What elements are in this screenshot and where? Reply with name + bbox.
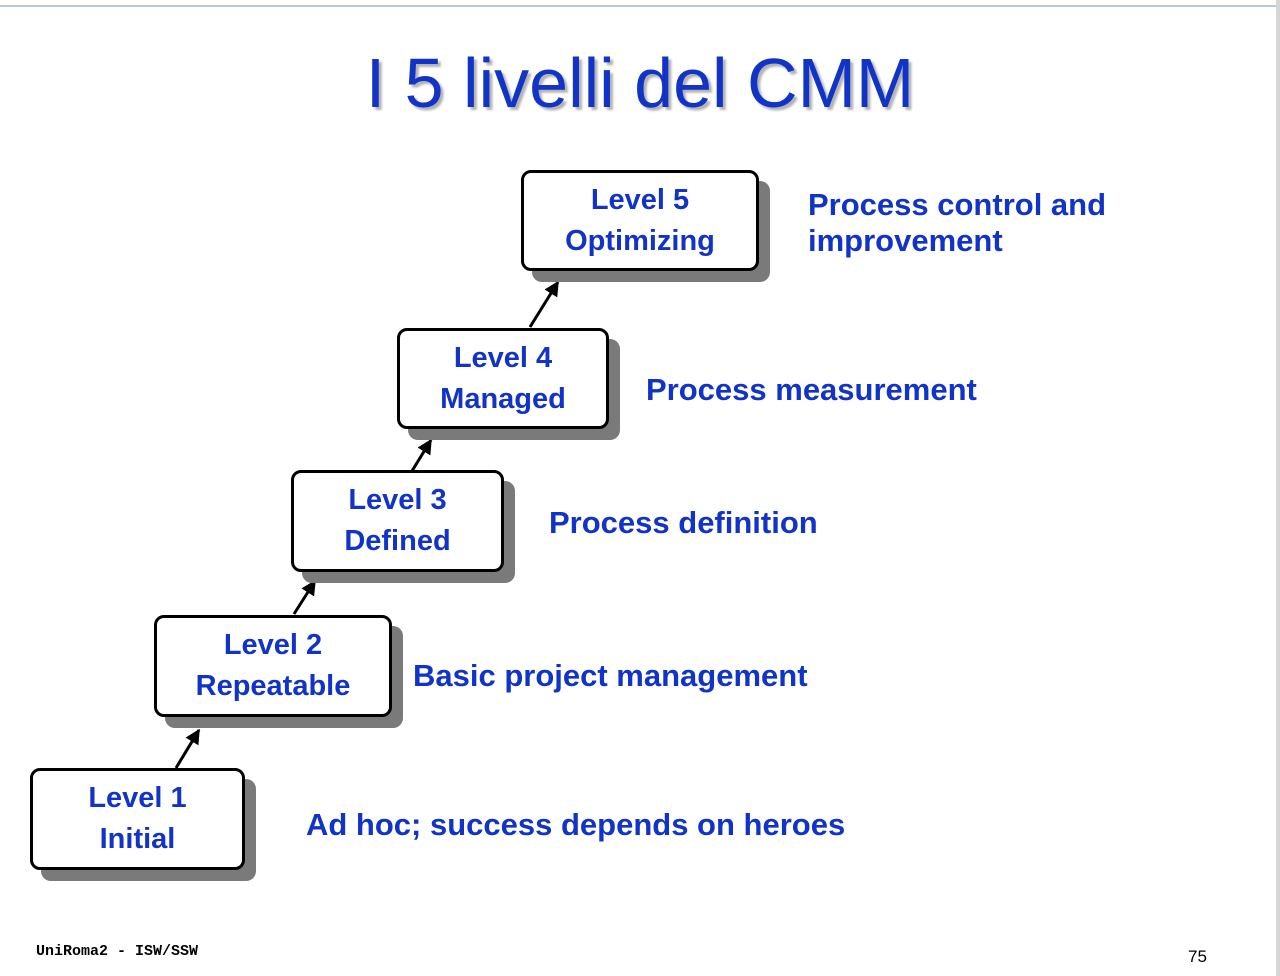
- level-5-description: Process control and improvement: [808, 187, 1107, 258]
- level-2-label: Repeatable: [195, 670, 351, 702]
- level-3-name: Level 3: [348, 484, 447, 516]
- level-2-box: Level 2 Repeatable: [154, 615, 392, 717]
- level-4-label: Managed: [440, 382, 566, 415]
- level-1-name: Level 1: [88, 782, 187, 814]
- level-4-name: Level 4: [453, 341, 553, 374]
- level-2-description: Basic project management: [413, 658, 808, 693]
- arrow-3-to-4: [410, 438, 433, 472]
- top-divider: [0, 0, 1280, 7]
- level-5-label: Optimizing: [565, 224, 715, 257]
- level-2-name: Level 2: [223, 629, 323, 661]
- level-5-box: Level 5 Optimizing: [521, 170, 759, 271]
- slide-title: I 5 livelli del CMM: [365, 44, 915, 122]
- right-edge: [1276, 0, 1280, 976]
- footer-course: UniRoma2 - ISW/SSW: [36, 943, 199, 960]
- arrow-2-to-3: [292, 579, 317, 615]
- level-3-description: Process definition: [549, 505, 818, 540]
- level-3-label: Defined: [344, 525, 451, 557]
- level-4-description: Process measurement: [646, 372, 977, 407]
- level-5-name: Level 5: [590, 183, 690, 216]
- arrow-4-to-5: [528, 280, 560, 328]
- level-1-label: Initial: [99, 823, 176, 855]
- arrow-1-to-2: [174, 728, 201, 769]
- level-3-box: Level 3 Defined: [291, 470, 504, 572]
- level-1-description: Ad hoc; success depends on heroes: [306, 807, 846, 842]
- page-number: 75: [1188, 947, 1207, 966]
- level-4-box: Level 4 Managed: [397, 328, 609, 429]
- level-1-box: Level 1 Initial: [30, 768, 245, 870]
